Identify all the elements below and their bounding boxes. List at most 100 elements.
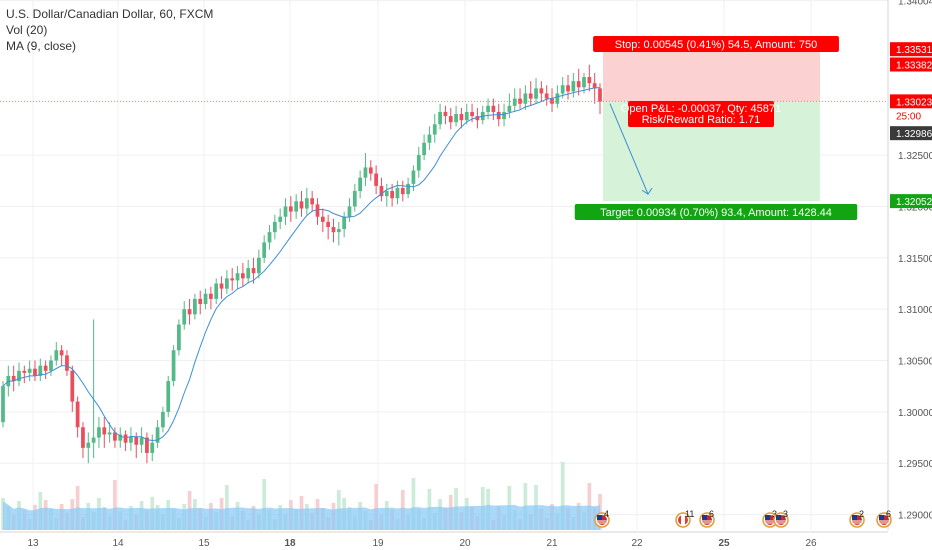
- canada-flag-stripe: [681, 515, 685, 525]
- candle-body: [582, 77, 586, 88]
- candle-body: [251, 268, 256, 274]
- candle-body: [86, 442, 91, 448]
- candle-body: [491, 105, 496, 112]
- candle-body: [411, 170, 416, 184]
- candle-body: [320, 216, 325, 222]
- volume-pane: [1, 462, 602, 530]
- candle-body: [43, 365, 48, 371]
- target-price-badge: 1.32052: [890, 194, 932, 209]
- candle-body: [347, 206, 352, 217]
- candle-body: [209, 293, 213, 299]
- volume-bar: [262, 479, 267, 530]
- candle-body: [523, 93, 528, 104]
- target-price-badge-text: 1.32052: [896, 197, 932, 208]
- moving-average-label: MA (9, close): [6, 39, 77, 53]
- event-flag-us: 6: [876, 509, 892, 528]
- candle-body: [171, 350, 176, 382]
- us-flag-canton: [879, 515, 884, 520]
- time-tick-label: 21: [546, 538, 558, 549]
- candle-body: [177, 324, 181, 351]
- volume-indicator-label: Vol (20): [6, 23, 48, 37]
- candle-body: [230, 278, 235, 281]
- candle-body: [486, 105, 490, 112]
- candle-body: [438, 111, 442, 125]
- candle-body: [427, 134, 432, 143]
- candle-body: [38, 365, 43, 376]
- candle-body: [406, 183, 410, 195]
- candle-body: [219, 283, 224, 289]
- candle-body: [22, 370, 27, 373]
- candle-body: [91, 437, 96, 443]
- arrow-head: [641, 187, 653, 195]
- us-flag-canton: [597, 515, 602, 520]
- candle-body: [65, 355, 69, 371]
- target-price-badge-bg: [890, 194, 932, 209]
- price-axis-bg: [888, 0, 932, 550]
- price-tick-label: 1.29000: [898, 511, 932, 522]
- candles: [1, 64, 602, 464]
- candle-body: [459, 114, 464, 121]
- time-tick-label: 14: [112, 538, 124, 549]
- candle-body: [139, 437, 144, 445]
- event-count: 6: [709, 509, 714, 519]
- candle-body: [59, 350, 64, 356]
- ma-line: [2, 87, 601, 442]
- candle-body: [54, 350, 59, 361]
- candle-body: [70, 370, 75, 402]
- candle-body: [166, 381, 171, 412]
- candle-body: [555, 93, 560, 104]
- candle-body: [11, 375, 16, 382]
- chart-title: U.S. Dollar/Canadian Dollar, 60, FXCM: [6, 7, 214, 21]
- countdown-badge: 25:00: [890, 108, 932, 123]
- candle-body: [235, 273, 240, 281]
- candle-body: [150, 442, 155, 453]
- candle-body: [475, 116, 480, 121]
- candle-body: [187, 309, 192, 315]
- time-axis: 13 14 15 18 19 20 21 22 25 26: [0, 531, 932, 550]
- pnl-text: Open P&L: -0.00037, Qty: 45871: [621, 103, 781, 115]
- high-price-badge: 1.33382: [890, 57, 932, 72]
- candle-body: [587, 77, 592, 84]
- event-count: 11: [685, 509, 694, 519]
- candle-body: [326, 221, 331, 227]
- volume-bar: [560, 462, 565, 530]
- candle-body: [400, 187, 405, 195]
- stop-price-badge-bg: [890, 42, 932, 57]
- candle-body: [299, 201, 304, 209]
- candle-body: [107, 432, 112, 435]
- event-flag-us: 4: [594, 509, 610, 528]
- candle-body: [102, 427, 107, 435]
- countdown-badge-text: 25:00: [896, 111, 921, 122]
- candle-body: [331, 226, 336, 233]
- time-tick-label: 15: [198, 538, 210, 549]
- candle-body: [422, 142, 426, 156]
- candle-body: [502, 111, 506, 120]
- price-tick-label: 1.30000: [898, 408, 932, 419]
- candle-body: [336, 229, 341, 233]
- candle-body: [145, 437, 149, 453]
- candle-body: [368, 167, 373, 174]
- candle-body: [310, 198, 315, 205]
- high-price-badge-bg: [890, 57, 932, 72]
- candle-body: [379, 185, 384, 197]
- event-flag-ca: 11: [675, 509, 694, 528]
- candle-body: [390, 191, 394, 199]
- candle-body: [1, 386, 5, 423]
- candle-body: [507, 105, 512, 112]
- trade-arrow: [609, 103, 653, 195]
- entry-price-badge-text: 1.32986: [896, 129, 932, 140]
- candle-body: [566, 85, 570, 92]
- candle-body: [576, 81, 581, 88]
- time-tick-label: 20: [459, 538, 471, 549]
- pnl-label-bg: [628, 101, 774, 127]
- candle-body: [225, 278, 229, 289]
- price-tick-label: 1.31500: [898, 254, 932, 265]
- arrow-shaft: [609, 103, 649, 195]
- candle-body: [193, 298, 197, 315]
- candle-body: [17, 370, 21, 382]
- volume-ma-area: [3, 501, 600, 530]
- pnl-label: Open P&L: -0.00037, Qty: 45871Risk/Rewar…: [621, 101, 781, 127]
- price-axis: 1.340041.325001.320001.315001.310001.305…: [887, 0, 932, 550]
